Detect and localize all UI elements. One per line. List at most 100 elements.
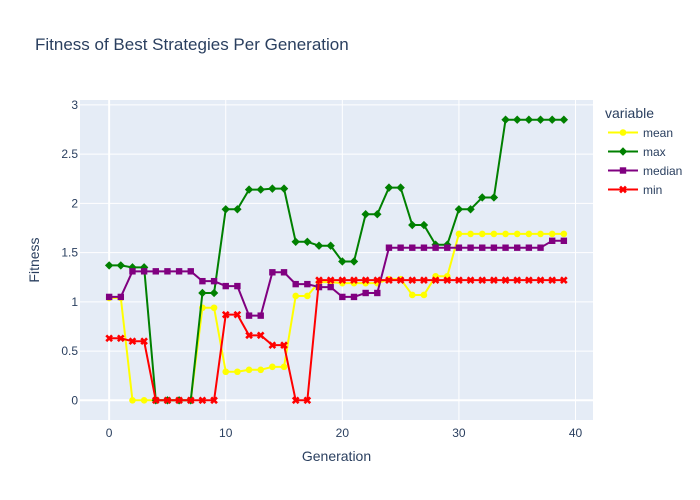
data-point-min[interactable] [501, 276, 510, 285]
data-point-min[interactable] [268, 341, 277, 349]
data-point-min[interactable] [163, 396, 172, 405]
data-point-median[interactable] [105, 293, 113, 301]
data-point-max[interactable] [338, 257, 347, 266]
data-point-mean[interactable] [245, 366, 253, 374]
data-point-max[interactable] [513, 115, 522, 124]
data-point-min[interactable] [478, 276, 487, 285]
data-point-median[interactable] [292, 280, 299, 288]
data-point-median[interactable] [222, 282, 229, 290]
data-point-max[interactable] [361, 210, 370, 219]
legend-item-mean[interactable]: mean [608, 126, 673, 140]
data-point-max[interactable] [384, 183, 394, 192]
data-point-median[interactable] [432, 244, 439, 251]
data-point-median[interactable] [548, 237, 556, 244]
data-point-min[interactable] [245, 331, 253, 340]
data-point-min[interactable] [233, 310, 242, 319]
data-point-mean[interactable] [234, 368, 241, 376]
data-point-median[interactable] [140, 268, 148, 275]
data-point-median[interactable] [199, 277, 206, 285]
data-point-min[interactable] [151, 396, 160, 405]
legend-item-min[interactable]: min [608, 183, 662, 197]
data-point-min[interactable] [303, 396, 312, 405]
data-point-max[interactable] [314, 241, 324, 250]
data-point-median[interactable] [304, 280, 311, 288]
data-point-mean[interactable] [129, 397, 136, 404]
data-point-mean[interactable] [420, 291, 428, 299]
data-point-median[interactable] [175, 268, 183, 275]
data-point-mean[interactable] [140, 397, 148, 404]
data-point-max[interactable] [373, 210, 382, 219]
data-point-median[interactable] [537, 244, 544, 251]
data-point-median[interactable] [525, 244, 533, 251]
data-point-min[interactable] [396, 276, 405, 285]
data-point-min[interactable] [210, 396, 218, 405]
data-point-min[interactable] [466, 276, 475, 285]
data-point-min[interactable] [513, 276, 522, 285]
data-point-median[interactable] [490, 244, 498, 251]
data-point-median[interactable] [479, 244, 486, 251]
data-point-median[interactable] [560, 237, 568, 244]
data-point-min[interactable] [338, 276, 347, 285]
data-point-max[interactable] [104, 261, 114, 270]
data-point-median[interactable] [210, 277, 218, 285]
data-point-min[interactable] [140, 337, 148, 346]
data-point-max[interactable] [536, 115, 545, 124]
data-point-min[interactable] [105, 334, 113, 343]
data-point-max[interactable] [349, 257, 359, 266]
data-point-max[interactable] [221, 205, 230, 214]
data-point-max[interactable] [209, 288, 219, 298]
data-point-median[interactable] [257, 312, 264, 319]
data-point-max[interactable] [396, 183, 405, 192]
data-point-median[interactable] [245, 312, 253, 319]
data-point-mean[interactable] [280, 363, 288, 371]
data-point-mean[interactable] [537, 230, 544, 238]
legend[interactable]: variable mean max median min [605, 105, 682, 197]
data-point-mean[interactable] [408, 291, 416, 299]
data-point-min[interactable] [350, 276, 358, 285]
data-point-max[interactable] [128, 263, 137, 272]
data-point-median[interactable] [385, 244, 393, 251]
legend-marker-min[interactable] [619, 185, 627, 194]
data-point-max[interactable] [291, 237, 300, 246]
data-point-mean[interactable] [502, 230, 509, 238]
data-point-mean[interactable] [560, 230, 568, 238]
data-point-mean[interactable] [269, 363, 276, 371]
data-point-median[interactable] [269, 269, 276, 276]
data-point-min[interactable] [175, 396, 183, 405]
data-point-median[interactable] [339, 293, 346, 301]
data-point-median[interactable] [234, 282, 241, 290]
data-point-min[interactable] [420, 276, 428, 285]
data-point-mean[interactable] [525, 230, 533, 238]
data-point-min[interactable] [560, 276, 568, 285]
legend-marker-max[interactable] [618, 147, 628, 156]
data-point-median[interactable] [187, 268, 194, 275]
data-point-max[interactable] [244, 185, 254, 194]
data-point-max[interactable] [233, 205, 242, 214]
data-point-median[interactable] [409, 244, 416, 251]
data-point-median[interactable] [129, 268, 136, 275]
data-point-median[interactable] [362, 289, 369, 297]
data-point-median[interactable] [397, 244, 404, 251]
data-point-median[interactable] [164, 268, 171, 275]
data-point-max[interactable] [139, 263, 149, 272]
legend-item-median[interactable]: median [608, 164, 682, 178]
data-point-min[interactable] [385, 276, 393, 285]
data-point-min[interactable] [490, 276, 498, 285]
data-point-mean[interactable] [548, 230, 556, 238]
data-point-median[interactable] [117, 293, 125, 301]
data-point-max[interactable] [303, 237, 312, 246]
data-point-median[interactable] [152, 268, 159, 275]
data-point-max[interactable] [501, 115, 510, 124]
data-point-mean[interactable] [210, 304, 218, 312]
data-point-median[interactable] [350, 293, 358, 301]
legend-marker-median[interactable] [619, 167, 627, 174]
data-point-max[interactable] [268, 184, 277, 193]
data-point-min[interactable] [455, 276, 463, 285]
data-point-min[interactable] [408, 276, 417, 285]
data-point-mean[interactable] [257, 366, 265, 374]
data-point-mean[interactable] [222, 368, 230, 376]
data-point-median[interactable] [327, 283, 334, 291]
data-point-min[interactable] [186, 396, 195, 405]
data-point-min[interactable] [280, 341, 288, 349]
data-point-median[interactable] [444, 244, 451, 251]
